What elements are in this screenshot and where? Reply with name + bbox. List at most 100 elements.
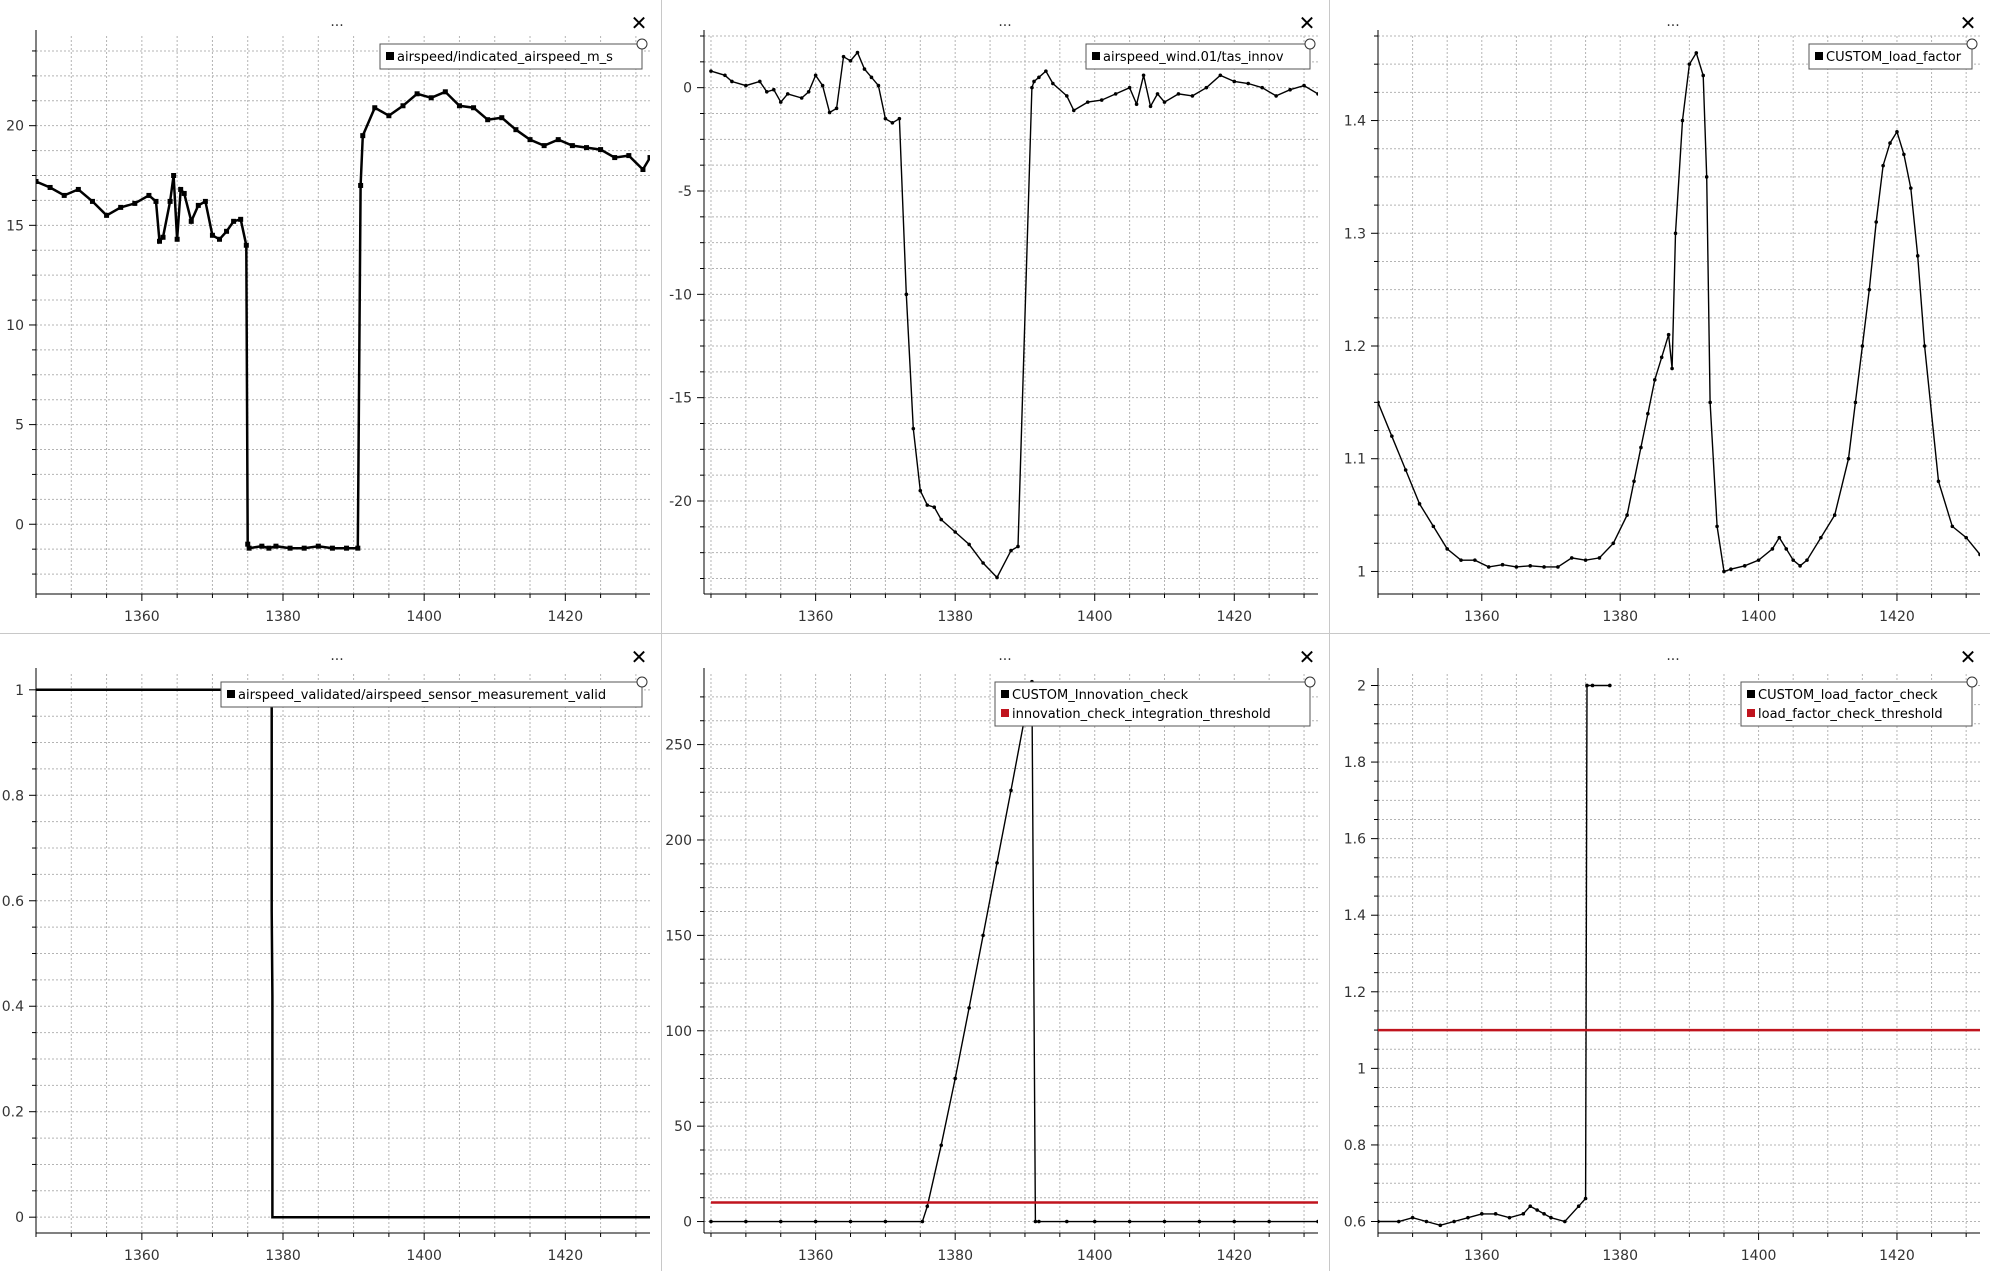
legend-label[interactable]: airspeed_wind.01/tas_innov [1103,50,1284,65]
data-point [358,182,364,188]
data-point [1874,220,1879,224]
legend[interactable]: airspeed_wind.01/tas_innov [1085,38,1316,70]
series-primary [36,89,650,551]
data-point [1316,92,1318,96]
data-point [806,90,811,94]
data-point [61,192,67,198]
legend-handle-icon[interactable] [1304,676,1316,688]
legend-label[interactable]: airspeed/indicated_airspeed_m_s [397,50,613,65]
x-tick-label: 1360 [124,1248,160,1264]
y-tick-label: 250 [665,738,692,754]
data-point [841,54,846,59]
y-tick-label: 1.4 [1344,908,1366,924]
data-point [953,530,957,534]
data-point [967,1006,971,1010]
data-point [1113,92,1118,96]
legend-handle-icon[interactable] [636,38,648,50]
legend-box [1085,43,1311,70]
close-icon[interactable]: ✕ [631,11,648,35]
data-point [583,145,589,151]
data-point [799,96,804,100]
data-point [1431,524,1436,529]
data-point [569,143,575,149]
data-point [1176,92,1181,96]
grid-lines [704,674,1318,1233]
data-point [1583,1196,1588,1201]
data-point [243,242,249,248]
data-point [1155,92,1160,96]
close-icon[interactable]: ✕ [1960,11,1977,35]
data-point [188,218,194,224]
data-point [1673,231,1678,236]
legend[interactable]: CUSTOM_Innovation_check innovation_check_… [994,676,1316,727]
plot-panel-indicated-airspeed[interactable]: ... ✕ 1360 1380 1400 1420 0 5 10 15 20 airspeed/ind… [0,0,661,633]
legend-label[interactable]: innovation_check_integration_threshold [1012,707,1271,722]
data-point [1867,287,1872,292]
legend-handle-icon[interactable] [1304,38,1316,50]
data-point [771,87,776,92]
data-point [730,79,734,84]
plot-panel-load-factor[interactable]: ... ✕ 1360 1380 1400 1420 1 1.1 1.2 1.3 1.4 CUSTOM_… [1330,0,1990,633]
y-tick-label: 0.4 [2,999,24,1015]
data-point [1680,118,1685,123]
data-point [1563,1219,1567,1224]
close-icon[interactable]: ✕ [1960,645,1977,669]
data-point [1521,1212,1526,1216]
close-icon[interactable]: ✕ [1299,11,1316,35]
legend-label[interactable]: CUSTOM_load_factor [1826,50,1962,65]
x-tick-label: 1420 [1216,609,1252,625]
chart-svg: ... ✕ 1360 1380 1400 1420 0 0.2 0.4 0.6 0.8 1 airspe… [2,645,650,1264]
legend-label[interactable]: load_factor_check_threshold [1758,707,1943,722]
legend[interactable]: airspeed/indicated_airspeed_m_s [379,38,648,70]
x-tick-label: 1380 [1602,609,1638,625]
legend[interactable]: airspeed_validated/airspeed_sensor_measu… [220,676,648,708]
data-point [1881,163,1885,168]
data-point [315,543,321,549]
data-point [981,933,985,938]
data-point [1092,1219,1097,1224]
data-point [273,543,279,549]
data-point [1403,468,1408,472]
legend-handle-icon[interactable] [1966,676,1978,688]
plot-panel-innovation-check[interactable]: ... ✕ 1360 1380 1400 1420 0 50 100 150 200 250 CUSTO… [662,634,1329,1271]
data-point [1099,98,1104,102]
legend[interactable]: CUSTOM_load_factor [1808,38,1978,70]
plot-panel-tas-innov[interactable]: ... ✕ 1360 1380 1400 1420 0 -5 -10 -15 -20 airspeed… [662,0,1329,633]
data-point [118,204,124,210]
data-point [202,198,208,204]
data-point [1784,547,1789,551]
data-point [1044,69,1048,73]
data-point [499,115,505,121]
chart-svg: ... ✕ 1360 1380 1400 1420 0 50 100 150 200 250 CUSTO… [665,645,1318,1264]
y-tick-label: 0.2 [2,1105,24,1121]
grid-lines [35,674,650,1233]
legend[interactable]: CUSTOM_load_factor_check load_factor_chec… [1740,676,1978,727]
data-point [709,69,713,73]
legend-box [1808,43,1973,70]
data-point [1445,547,1449,551]
y-tick-label: 1 [1357,564,1366,580]
data-point [1479,1212,1484,1216]
data-point [1197,1219,1202,1224]
plot-panel-load-factor-check[interactable]: ... ✕ 1360 1380 1400 1420 0.6 0.8 1 1.2 1.4 1.6 1.8 2… [1330,634,1990,1271]
data-point [1466,1215,1470,1220]
data-point [400,103,406,109]
data-point [1722,569,1726,574]
close-icon[interactable]: ✕ [1299,645,1316,669]
data-point [1260,85,1264,90]
data-point [485,117,491,123]
legend-label[interactable]: CUSTOM_Innovation_check [1012,688,1189,703]
legend-label[interactable]: airspeed_validated/airspeed_sensor_measu… [238,688,606,703]
data-point [167,198,173,204]
legend-label[interactable]: CUSTOM_load_factor_check [1758,688,1938,703]
data-point [1694,51,1699,55]
y-tick-label: 1.1 [1344,452,1366,468]
close-icon[interactable]: ✕ [631,645,648,669]
data-point [1162,1219,1167,1224]
legend-handle-icon[interactable] [1966,38,1978,50]
data-point [1127,85,1132,90]
data-point [238,216,244,222]
legend-handle-icon[interactable] [636,676,648,688]
data-point [995,575,999,580]
plot-panel-sensor-valid[interactable]: ... ✕ 1360 1380 1400 1420 0 0.2 0.4 0.6 0.8 1 airspe… [0,634,661,1271]
